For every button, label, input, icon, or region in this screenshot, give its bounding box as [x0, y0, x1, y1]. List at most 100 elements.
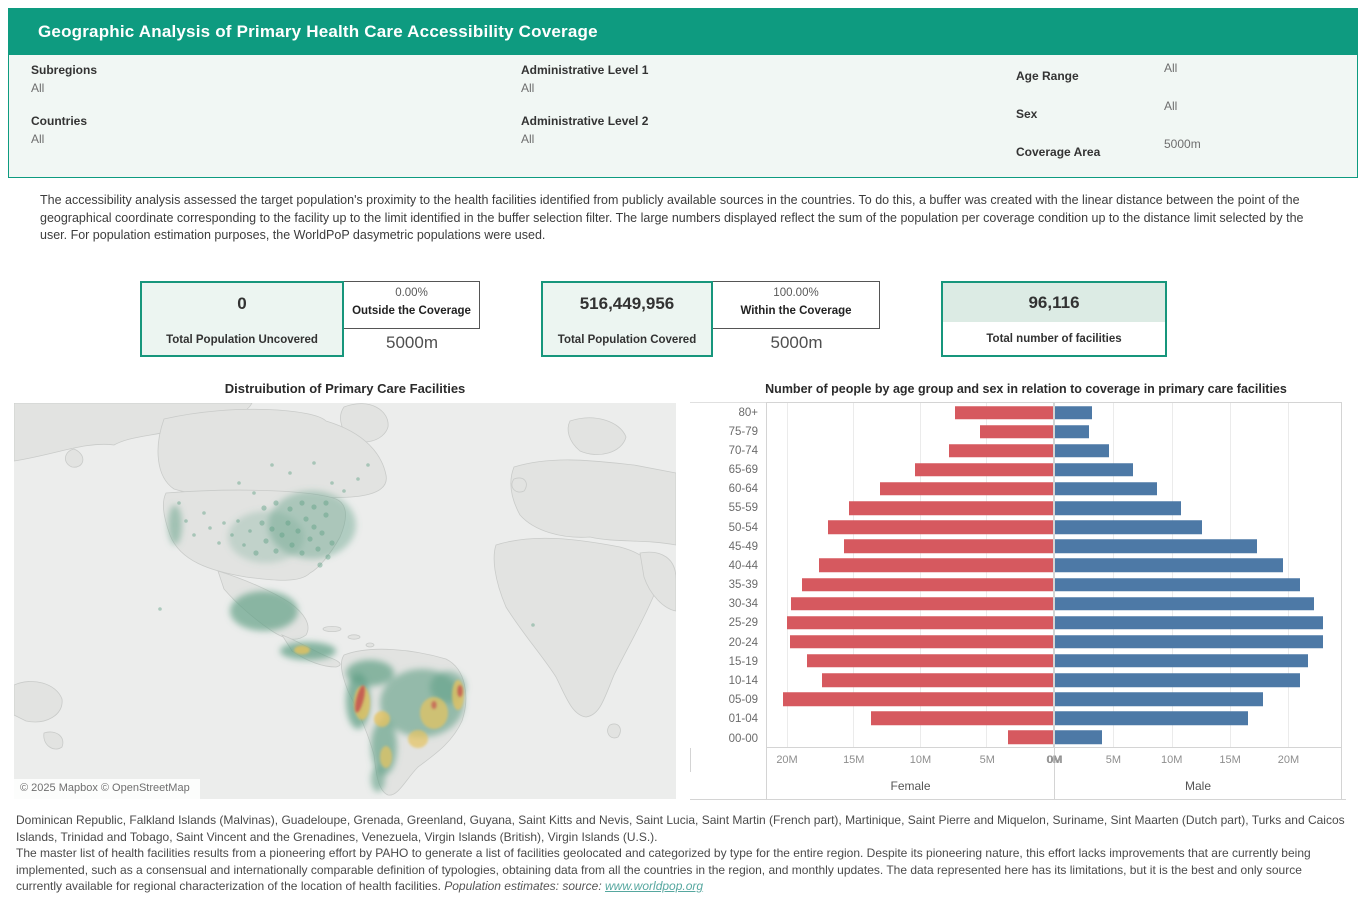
kpi-covered-percent: 100.00% [773, 287, 819, 299]
bar-female-75-79[interactable] [979, 424, 1053, 439]
bar-male-60-64[interactable] [1055, 482, 1157, 496]
footer-notes: Dominican Republic, Falkland Islands (Ma… [16, 812, 1350, 895]
bar-male-40-44[interactable] [1055, 558, 1283, 573]
bar-male-00-00[interactable] [1055, 730, 1102, 745]
pyramid-row [767, 613, 1053, 632]
pyramid-row [1055, 632, 1341, 651]
bar-male-30-34[interactable] [1055, 596, 1315, 611]
map-attribution[interactable]: © 2025 Mapbox © OpenStreetMap [14, 779, 200, 799]
filter-countries: Countries All [31, 114, 87, 146]
bar-male-35-39[interactable] [1055, 577, 1301, 592]
pyramid-row [1055, 575, 1341, 594]
age-group-label: 75-79 [728, 425, 758, 438]
bar-female-20-24[interactable] [789, 635, 1053, 649]
axis-corner [690, 748, 766, 772]
pyramid-row [767, 422, 1053, 441]
bar-male-75-79[interactable] [1055, 424, 1089, 439]
worldpop-link[interactable]: www.worldpop.org [605, 879, 704, 893]
pyramid-row [767, 460, 1053, 479]
pyramid-row [1055, 613, 1341, 632]
population-estimates-label: Population estimates: source: [444, 879, 602, 893]
bar-female-01-04[interactable] [870, 711, 1053, 726]
bar-female-65-69[interactable] [914, 463, 1053, 477]
age-range-dropdown[interactable]: All [1164, 61, 1178, 75]
bar-male-45-49[interactable] [1055, 539, 1257, 554]
age-group-label: 50-54 [728, 521, 758, 534]
population-pyramid: 80+ 75-79 70-74 65-69 60-64 55-59 50-54 45-49 40… [690, 402, 1346, 800]
bar-female-55-59[interactable] [849, 501, 1053, 515]
pyramid-row [767, 537, 1053, 556]
facilities-map[interactable] [14, 403, 676, 799]
bar-female-15-19[interactable] [806, 654, 1053, 668]
bar-female-80+[interactable] [954, 405, 1053, 420]
tick-label: 5M [1105, 754, 1121, 766]
world-map-graphic [14, 403, 676, 799]
filter-label: Subregions [31, 63, 98, 77]
pyramid-row [1055, 499, 1341, 518]
tick-label: 20M [776, 754, 798, 766]
x-axis-label-female: Female [766, 772, 1054, 800]
pyramid-row [1055, 728, 1341, 747]
pyramid-row [767, 441, 1053, 460]
kpi-covered-percent-label: Within the Coverage [740, 305, 852, 317]
kpi-uncovered-value: 0 [237, 294, 247, 313]
coverage-area-dropdown[interactable]: 5000m [1164, 137, 1201, 151]
kpi-uncovered-label: Total Population Uncovered [166, 334, 318, 346]
bar-male-15-19[interactable] [1055, 654, 1309, 668]
page-title: Geographic Analysis of Primary Health Ca… [38, 21, 598, 41]
pyramid-row [1055, 671, 1341, 690]
bar-female-40-44[interactable] [818, 558, 1053, 573]
bar-male-01-04[interactable] [1055, 711, 1248, 726]
bar-female-05-09[interactable] [782, 692, 1053, 706]
tick-label: 10M [909, 754, 932, 766]
bar-female-25-29[interactable] [786, 616, 1053, 630]
admin2-dropdown[interactable]: All [521, 132, 535, 146]
pyramid-row [1055, 594, 1341, 613]
bar-female-70-74[interactable] [949, 444, 1053, 458]
bar-female-35-39[interactable] [801, 577, 1053, 592]
facility-dots [158, 461, 535, 627]
pyramid-row [767, 594, 1053, 613]
bar-male-25-29[interactable] [1055, 616, 1324, 630]
pyramid-row [1055, 709, 1341, 728]
age-group-label: 25-29 [728, 617, 758, 630]
bar-female-10-14[interactable] [821, 673, 1053, 687]
bar-male-80+[interactable] [1055, 405, 1093, 420]
sex-dropdown[interactable]: All [1164, 99, 1178, 113]
filter-label: Coverage Area [1016, 145, 1101, 159]
filter-panel: Subregions All Countries All Administrat… [8, 55, 1358, 178]
pyramid-row [767, 518, 1053, 537]
kpi-uncovered-percent-box: 0.00% Outside the Coverage [344, 281, 480, 329]
gridline [1288, 403, 1290, 747]
filter-admin1: Administrative Level 1 All [521, 63, 648, 95]
pyramid-row [767, 651, 1053, 670]
bar-male-65-69[interactable] [1055, 463, 1134, 477]
bar-male-50-54[interactable] [1055, 520, 1203, 534]
bar-female-50-54[interactable] [828, 520, 1053, 534]
bar-female-30-34[interactable] [790, 596, 1053, 611]
bar-male-20-24[interactable] [1055, 635, 1324, 649]
filter-label: Administrative Level 1 [521, 63, 649, 77]
countries-list: Dominican Republic, Falkland Islands (Ma… [16, 813, 1345, 844]
pyramid-row [1055, 403, 1341, 422]
pyramid-row [767, 575, 1053, 594]
bar-female-60-64[interactable] [880, 482, 1053, 496]
gridline [786, 403, 788, 747]
coverage-density-green [168, 491, 466, 792]
bar-female-00-00[interactable] [1007, 730, 1053, 745]
pyramid-row [1055, 422, 1341, 441]
bar-male-70-74[interactable] [1055, 444, 1109, 458]
kpi-uncovered-percent: 0.00% [395, 287, 428, 299]
subregions-dropdown[interactable]: All [31, 81, 45, 95]
bar-male-55-59[interactable] [1055, 501, 1182, 515]
pyramid-row [767, 709, 1053, 728]
admin1-dropdown[interactable]: All [521, 81, 535, 95]
bar-female-45-49[interactable] [844, 539, 1053, 554]
x-ticks-male: 0M 5M 10M 15M 20M [1047, 748, 1342, 772]
bar-male-05-09[interactable] [1055, 692, 1263, 706]
pyramid-row [1055, 441, 1341, 460]
filter-label: Age Range [1016, 69, 1079, 83]
age-group-label: 01-04 [728, 713, 758, 726]
countries-dropdown[interactable]: All [31, 132, 45, 146]
bar-male-10-14[interactable] [1055, 673, 1301, 687]
